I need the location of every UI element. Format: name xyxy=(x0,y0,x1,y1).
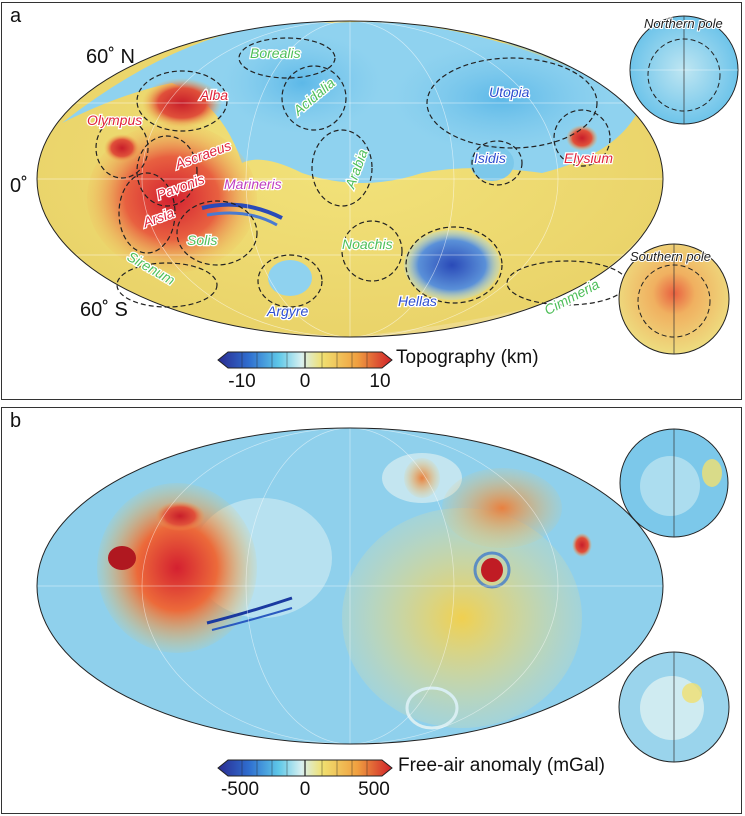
topography-map: Borealis Acidalia Utopia Alba Olympus As… xyxy=(36,15,739,369)
lat-label-60s: 60˚ S xyxy=(80,299,128,321)
topography-colorbar xyxy=(217,351,393,369)
colorbar-title-topography: Topography (km) xyxy=(396,347,539,368)
region-label-argyre: Argyre xyxy=(266,303,308,319)
panel-b-free-air-anomaly: b xyxy=(1,407,742,814)
northern-pole-inset-anomaly xyxy=(619,428,729,538)
map-surface xyxy=(37,21,663,337)
lat-label-equator: 0˚ xyxy=(10,175,28,197)
colorbar-title-anomaly: Free-air anomaly (mGal) xyxy=(398,755,605,776)
colorbar-tick-max: 10 xyxy=(369,371,391,392)
southern-pole-inset: Southern pole xyxy=(618,243,730,355)
colorbar-tick-max: 500 xyxy=(358,779,390,800)
colorbar-tick-zero: 0 xyxy=(299,371,311,392)
anomaly-colorbar xyxy=(217,759,393,777)
region-label-noachis: Noachis xyxy=(342,236,393,252)
inset-label-north: Northern pole xyxy=(644,16,723,31)
region-label-olympus: Olympus xyxy=(87,112,142,128)
panel-a-topography: a xyxy=(1,2,742,400)
region-label-utopia: Utopia xyxy=(489,84,530,100)
region-label-solis: Solis xyxy=(187,232,217,248)
southern-pole-inset-anomaly xyxy=(618,651,730,763)
panel-label: a xyxy=(10,5,22,27)
free-air-anomaly-map xyxy=(36,427,730,777)
region-label-borealis: Borealis xyxy=(250,45,301,61)
northern-pole-inset: Northern pole xyxy=(629,15,739,125)
panel-label: b xyxy=(10,410,22,432)
map-surface xyxy=(37,428,663,744)
region-label-alba: Alba xyxy=(199,87,228,103)
region-label-marineris: Marineris xyxy=(224,176,282,192)
region-label-hellas: Hellas xyxy=(398,293,437,309)
region-label-elysium: Elysium xyxy=(564,150,613,166)
region-label-isidis: Isidis xyxy=(474,150,506,166)
colorbar-tick-min: -10 xyxy=(228,371,256,392)
colorbar-tick-min: -500 xyxy=(220,779,260,800)
colorbar-tick-zero: 0 xyxy=(299,779,311,800)
lat-label-60n: 60˚ N xyxy=(86,46,135,68)
inset-label-south: Southern pole xyxy=(630,249,711,264)
